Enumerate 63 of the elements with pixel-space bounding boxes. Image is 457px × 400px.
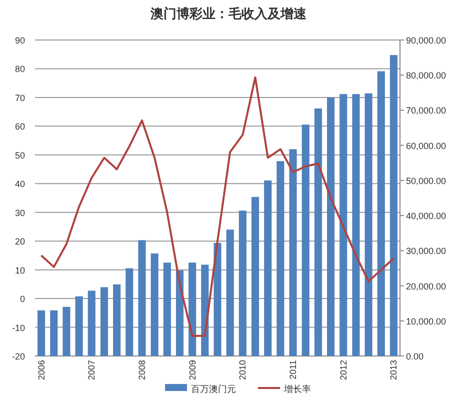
x-tick-label: 2009 (187, 360, 198, 380)
y2-tick-label: 40,000.00 (406, 211, 446, 222)
x-tick-label: 2010 (238, 360, 248, 380)
bar (238, 210, 246, 356)
y-tick-label: 60 (14, 122, 25, 132)
bar (75, 296, 83, 356)
x-tick-label: 2006 (36, 360, 46, 380)
y2-tick-label: 0.00 (406, 352, 424, 362)
y2-tick-label: 60,000.00 (406, 140, 446, 151)
bar (352, 94, 360, 356)
y-tick-label: 70 (14, 92, 25, 103)
bar (38, 310, 46, 356)
bar (163, 262, 171, 356)
bar (340, 94, 348, 356)
bar (62, 306, 70, 356)
legend-label: 增长率 (283, 384, 311, 394)
bar (176, 270, 184, 356)
bar (377, 71, 385, 356)
bar (390, 55, 398, 356)
chart-title: 澳门博彩业：毛收入及增速 (150, 6, 308, 21)
bar (364, 93, 372, 356)
y-tick-label: 30 (14, 208, 25, 218)
bar (201, 264, 209, 356)
bar (226, 230, 234, 356)
x-tick-label: 2013 (388, 360, 399, 380)
y2-tick-label: 80,000.00 (406, 70, 446, 81)
y2-tick-label: 30,000.00 (406, 246, 446, 256)
y2-tick-label: 50,000.00 (406, 176, 446, 186)
legend-label: 百万澳门元 (191, 384, 236, 394)
y-tick-label: 50 (14, 150, 25, 160)
y2-tick-label: 10,000.00 (406, 316, 446, 326)
y2-tick-label: 20,000.00 (406, 281, 446, 292)
x-tick-label: 2008 (136, 360, 147, 380)
bar (302, 124, 310, 356)
bar (50, 310, 58, 356)
bar (251, 196, 260, 356)
y-tick-label: 10 (14, 265, 25, 276)
bar (138, 240, 146, 356)
y-tick-label: 80 (14, 64, 25, 74)
bar (264, 180, 272, 356)
bar (150, 253, 158, 356)
y-tick-label: 40 (14, 179, 25, 190)
bar (188, 262, 196, 356)
y2-tick-label: 70,000.00 (406, 106, 446, 116)
x-tick-label: 2011 (288, 360, 298, 380)
x-tick-label: 2012 (338, 360, 348, 380)
bar (88, 290, 96, 356)
bar (100, 287, 108, 356)
bar (214, 242, 222, 356)
bar (327, 98, 335, 356)
y-tick-label: 90 (14, 36, 25, 46)
y-tick-label: 0 (20, 294, 25, 304)
line-series (40, 76, 395, 337)
bar (314, 108, 322, 356)
bar (289, 149, 297, 356)
bar (113, 284, 121, 356)
y2-tick-label: 90,000.00 (406, 36, 446, 46)
y-tick-label: -20 (12, 352, 25, 362)
bar (276, 161, 284, 356)
bar (126, 268, 134, 356)
y-tick-label: 20 (14, 236, 25, 247)
y-tick-label: -10 (12, 322, 25, 333)
x-tick-label: 2007 (86, 360, 97, 380)
